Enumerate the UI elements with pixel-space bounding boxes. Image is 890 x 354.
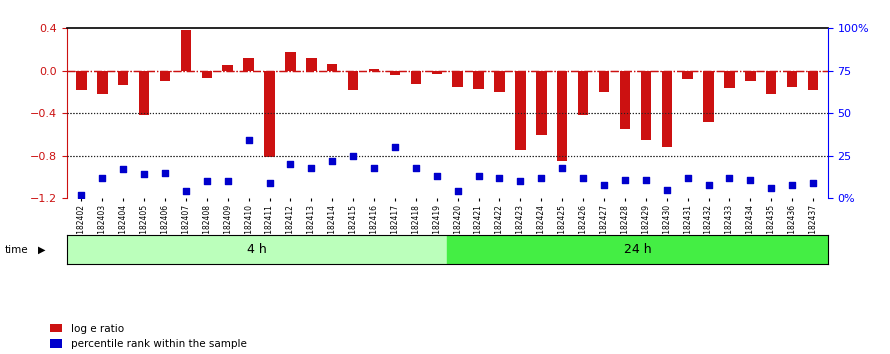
Point — [304, 165, 319, 171]
Point — [116, 166, 130, 172]
Point — [158, 170, 172, 176]
Bar — [808, 71, 818, 90]
Text: 24 h: 24 h — [624, 243, 651, 256]
Bar — [724, 71, 734, 88]
Point — [346, 153, 360, 159]
Point — [74, 192, 88, 198]
Bar — [432, 71, 442, 74]
Point — [221, 178, 235, 184]
Point — [430, 173, 444, 179]
Bar — [683, 71, 692, 79]
Point — [743, 177, 757, 182]
Bar — [118, 71, 128, 85]
Bar — [619, 71, 630, 129]
Point — [659, 187, 674, 193]
Bar — [97, 71, 108, 94]
Bar — [578, 71, 588, 115]
Point — [576, 175, 590, 181]
Text: 4 h: 4 h — [247, 243, 267, 256]
Bar — [410, 71, 421, 84]
Text: ▶: ▶ — [38, 245, 45, 255]
Bar — [661, 71, 672, 147]
Bar — [390, 71, 400, 75]
Bar — [243, 58, 254, 71]
Legend: log e ratio, percentile rank within the sample: log e ratio, percentile rank within the … — [50, 324, 247, 349]
Bar — [67, 235, 448, 264]
Bar — [306, 58, 317, 71]
Bar — [77, 71, 86, 90]
Point — [618, 177, 632, 182]
Bar — [515, 71, 526, 150]
Bar — [599, 71, 610, 92]
Point — [701, 182, 716, 188]
Bar — [139, 71, 150, 115]
Point — [492, 175, 506, 181]
Point — [806, 180, 821, 186]
Point — [723, 175, 737, 181]
Point — [325, 158, 339, 164]
Bar — [285, 52, 295, 71]
Bar — [473, 71, 484, 89]
Point — [388, 144, 402, 150]
Point — [367, 165, 381, 171]
Point — [409, 165, 423, 171]
Bar — [202, 71, 212, 78]
Point — [639, 177, 653, 182]
Point — [472, 173, 486, 179]
Bar — [448, 235, 828, 264]
Bar — [181, 30, 191, 71]
Bar — [368, 69, 379, 71]
Point — [263, 180, 277, 186]
Point — [137, 172, 151, 177]
Bar — [452, 71, 463, 87]
Point — [765, 185, 779, 191]
Bar — [787, 71, 797, 87]
Point — [199, 178, 214, 184]
Point — [179, 189, 193, 194]
Bar — [327, 64, 337, 71]
Bar — [348, 71, 359, 90]
Point — [450, 189, 465, 194]
Bar — [264, 71, 275, 157]
Point — [283, 161, 297, 167]
Bar — [494, 71, 505, 92]
Point — [785, 182, 799, 188]
Bar — [703, 71, 714, 122]
Point — [534, 175, 548, 181]
Bar — [222, 65, 233, 71]
Point — [241, 138, 255, 143]
Bar — [766, 71, 776, 94]
Bar — [745, 71, 756, 81]
Point — [95, 175, 109, 181]
Bar — [641, 71, 651, 140]
Bar — [557, 71, 568, 161]
Point — [681, 175, 695, 181]
Point — [514, 178, 528, 184]
Point — [597, 182, 611, 188]
Point — [555, 165, 570, 171]
Text: time: time — [4, 245, 28, 255]
Bar — [536, 71, 546, 135]
Bar — [160, 71, 170, 81]
